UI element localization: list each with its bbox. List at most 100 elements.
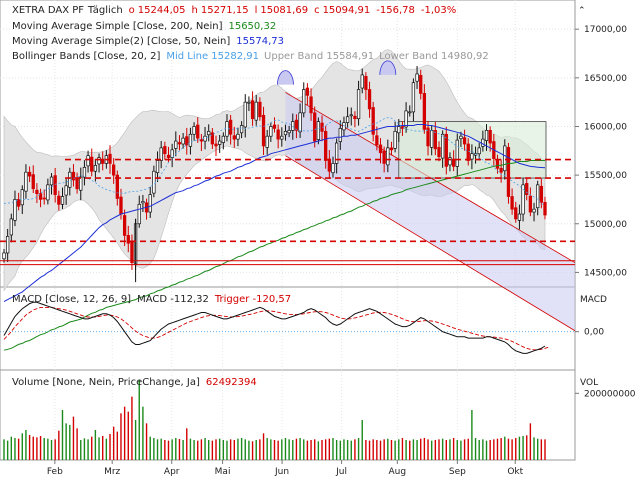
candle-body (221, 135, 225, 143)
macd-pane (0, 286, 576, 371)
trend-channel (285, 92, 575, 331)
candle-body (126, 235, 130, 244)
candle-body (192, 126, 196, 135)
bollinger-legend: Bollinger Bands [Close, 20, 2] Mid Line 1… (12, 51, 489, 62)
candle-body (433, 130, 437, 150)
candle-body (375, 135, 379, 146)
price-tick-label: 15500,00 (584, 171, 627, 181)
candle-body (356, 89, 361, 120)
candle-body (397, 126, 401, 134)
candle-body (24, 171, 28, 192)
price-tick-label: 17000,00 (584, 25, 627, 35)
candle-body (404, 110, 408, 128)
volume-legend: Volume [None, Nein, PriceChange, Ja] 6249… (12, 377, 257, 388)
candle-body (228, 119, 233, 135)
candle-body (495, 159, 500, 169)
candle-body (214, 143, 218, 147)
month-label: Jul (335, 467, 347, 477)
candle-body (408, 111, 412, 114)
candle-body (451, 158, 456, 167)
candle-body (367, 89, 372, 110)
candle-body (415, 73, 419, 82)
candle-body (462, 137, 467, 145)
candle-body (309, 96, 313, 114)
candle-body (298, 112, 302, 133)
candle-body (188, 133, 193, 147)
candle-body (272, 124, 277, 129)
candle-body (334, 142, 339, 164)
price-tick-label: 16000,00 (584, 122, 627, 132)
macd-line (3, 301, 546, 354)
candle-body (185, 136, 189, 146)
candle-body (324, 130, 328, 161)
candle-body (313, 112, 317, 142)
candle-body (389, 147, 394, 151)
candle-body (2, 252, 6, 260)
candle-body (481, 138, 485, 147)
price-tick-label: 15000,00 (584, 220, 627, 230)
month-label: Aug (389, 467, 407, 477)
macd-side-label: MACD (580, 295, 607, 305)
candle-body (152, 170, 156, 194)
candle-body (327, 158, 331, 172)
candle-body (378, 144, 383, 154)
candle-body (16, 199, 21, 207)
candle-body (196, 124, 200, 139)
candle-body (484, 130, 489, 141)
candle-body (42, 197, 46, 200)
candle-body (27, 171, 32, 177)
candle-body (543, 202, 547, 216)
candle-body (283, 130, 288, 136)
candle-body (31, 174, 35, 190)
month-label: Sep (449, 467, 466, 477)
candle-body (93, 165, 98, 172)
candle-body (243, 101, 247, 128)
candle-body (236, 133, 240, 140)
candle-body (97, 157, 101, 165)
candle-body (506, 147, 511, 197)
candle-body (112, 164, 116, 176)
candle-body (174, 140, 178, 149)
candle-body (265, 135, 269, 148)
candle-body (466, 143, 470, 161)
candle-body (419, 75, 423, 94)
candle-body (71, 171, 76, 181)
candle-body (342, 122, 346, 131)
candle-body (57, 195, 61, 205)
candle-body (430, 130, 434, 148)
candle-body (210, 132, 215, 145)
candle-body (528, 195, 533, 213)
candle-body (159, 147, 163, 161)
candle-body (258, 101, 262, 118)
candle-body (148, 194, 152, 213)
candle-body (426, 127, 430, 147)
candle-body (302, 89, 306, 114)
candle-body (53, 175, 57, 195)
collapse-icon[interactable]: ⌃ (578, 6, 586, 16)
candle-body (13, 199, 17, 221)
candle-body (422, 93, 427, 130)
candle-body (261, 114, 266, 147)
candle-body (163, 146, 167, 155)
candle-body (349, 114, 353, 117)
candle-body (155, 160, 160, 174)
candle-body (101, 158, 105, 164)
candle-body (338, 128, 342, 142)
channel-lower (285, 155, 576, 332)
price-tick-label: 14500,00 (584, 268, 627, 278)
candle-body (382, 150, 386, 164)
candle-body (353, 115, 357, 120)
candle-body (177, 142, 182, 145)
candle-body (166, 154, 171, 158)
candle-body (141, 201, 145, 204)
candle-body (82, 166, 87, 178)
candle-body (119, 196, 123, 215)
candle-body (364, 76, 368, 90)
ma200-legend: Moving Average Simple [Close, 200, Nein]… (12, 21, 276, 32)
ma50-legend: Moving Average Simple(2) [Close, 50, Nei… (12, 36, 284, 47)
candle-body (181, 137, 185, 145)
candle-body (444, 133, 448, 167)
candle-body (316, 121, 321, 140)
candle-body (345, 116, 350, 123)
candle-body (276, 129, 280, 140)
